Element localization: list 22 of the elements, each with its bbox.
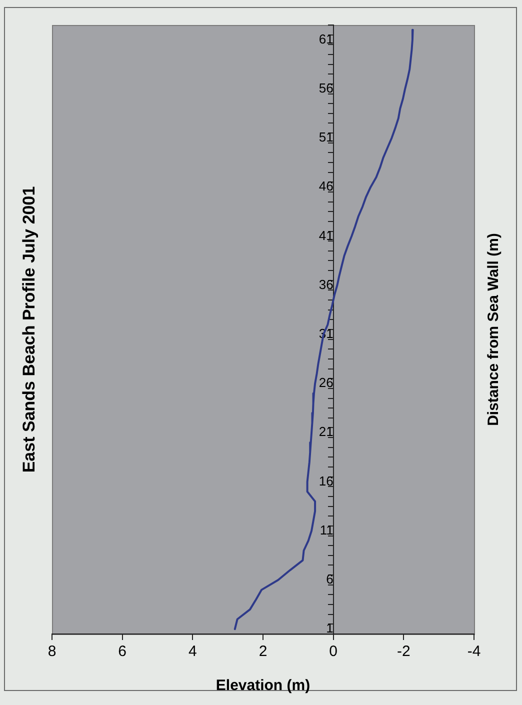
- x-tick-label: -2: [396, 643, 410, 660]
- y-tick-label: 26: [318, 375, 334, 390]
- y-axis-title: Distance from Sea Wall (m): [485, 233, 502, 426]
- x-tick-label: 0: [329, 643, 338, 660]
- y-tick-label: 46: [318, 178, 334, 194]
- y-tick-label: 6: [326, 572, 334, 587]
- y-tick-label: 21: [318, 424, 334, 440]
- y-tick-label: 56: [318, 80, 334, 96]
- y-tick-label: 16: [318, 473, 334, 488]
- y-tick-label: 36: [318, 276, 334, 292]
- y-tick-label: 11: [320, 522, 334, 538]
- x-tick-label: 6: [118, 643, 127, 660]
- y-tick-label: 61: [318, 31, 334, 46]
- x-tick-label: -4: [467, 643, 481, 660]
- x-tick-label: 2: [258, 643, 268, 660]
- x-tick-label: 4: [188, 643, 197, 660]
- y-tick-label: 51: [318, 130, 334, 145]
- x-axis-title: Elevation (m): [216, 677, 310, 694]
- y-tick-label: 41: [318, 228, 334, 243]
- x-tick-label: 8: [48, 643, 56, 660]
- text: East Sands Beach Profile July 2001: [20, 186, 39, 473]
- y-tick-label: 1: [326, 620, 334, 636]
